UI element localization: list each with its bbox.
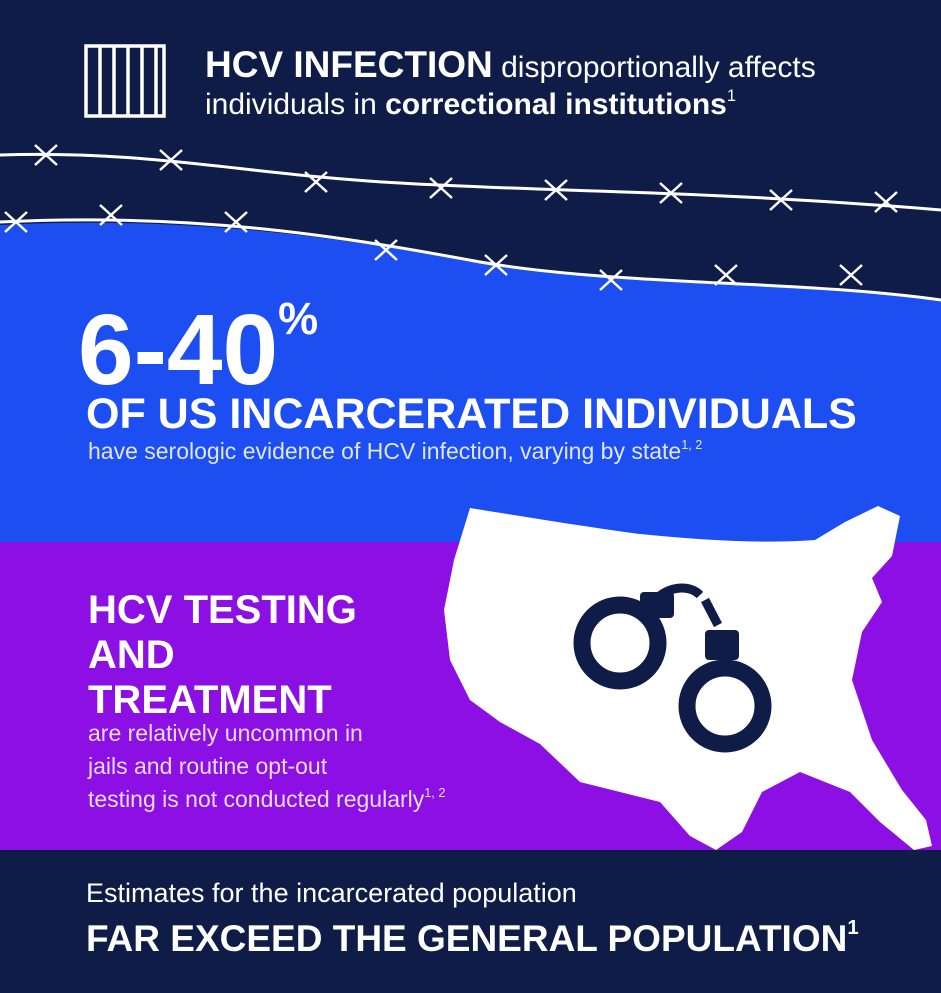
- reference: 1: [847, 916, 859, 939]
- testing-body: testing is not conducted regularly1, 2: [88, 785, 446, 812]
- footer-bold: FAR EXCEED THE GENERAL POPULATION: [86, 918, 848, 959]
- reference: 1, 2: [424, 785, 446, 800]
- testing-heading: AND: [88, 633, 175, 677]
- detail-text: have serologic evidence of HCV infection…: [88, 438, 682, 464]
- testing-heading: HCV TESTING: [88, 588, 357, 632]
- testing-body: jails and routine opt-out: [88, 753, 328, 779]
- testing-body: are relatively uncommon in: [88, 720, 363, 746]
- footer-line2: FAR EXCEED THE GENERAL POPULATION1: [86, 916, 859, 959]
- stat-value: 6-40: [78, 294, 279, 406]
- header-bold: correctional institutions: [385, 88, 727, 121]
- reference: 1: [726, 87, 737, 106]
- reference: 1, 2: [681, 437, 703, 452]
- jail-icon: [84, 44, 166, 118]
- stat-headline: OF US INCARCERATED INDIVIDUALS: [86, 390, 857, 438]
- stat-unit: %: [278, 292, 319, 344]
- cuff-lock: [640, 592, 674, 618]
- stat-detail: have serologic evidence of HCV infection…: [88, 437, 703, 464]
- cuff-lock: [705, 630, 739, 660]
- header-text: individuals in: [205, 88, 377, 121]
- footer-line1: Estimates for the incarcerated populatio…: [86, 878, 577, 908]
- header-bold: HCV INFECTION: [205, 44, 493, 85]
- header-line2: individuals in correctional institutions…: [205, 87, 737, 121]
- blue-band: [0, 222, 941, 600]
- header-text: disproportionally affects: [501, 51, 816, 84]
- barbed-wire: [0, 144, 941, 302]
- navy-footer: [0, 850, 941, 993]
- stat-number: 6-40%: [78, 296, 318, 401]
- testing-heading: TREATMENT: [88, 678, 332, 722]
- handcuffs: [573, 583, 772, 753]
- header-line1: HCV INFECTION disproportionally affects: [205, 46, 816, 83]
- body-text: testing is not conducted regularly: [88, 786, 425, 812]
